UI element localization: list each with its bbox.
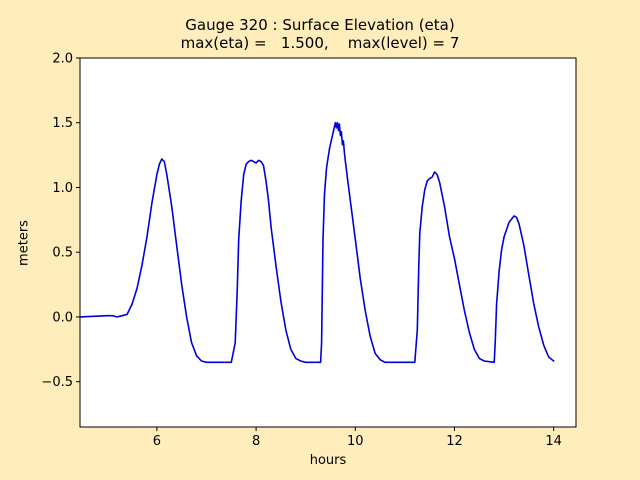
y-tick-label: 1.5 (52, 116, 73, 131)
y-tick-label: 0.5 (52, 246, 73, 261)
x-tick-label: 6 (153, 434, 161, 449)
plot-area (80, 58, 576, 427)
x-tick-label: 8 (252, 434, 260, 449)
line-layer (79, 121, 555, 364)
y-tick-label: 1.0 (52, 181, 73, 196)
x-tick-label: 10 (347, 434, 364, 449)
y-tick-label: −0.5 (41, 375, 73, 390)
ticks-layer: 6 8 10 12 14 −0.5 0.0 0.5 1.0 1.5 2.0 (41, 52, 562, 450)
plot-frame (79, 57, 577, 428)
y-tick-label: 0.0 (52, 310, 73, 325)
x-tick-label: 12 (446, 434, 463, 449)
x-axis-label: hours (309, 453, 347, 468)
y-tick-label: 2.0 (52, 52, 73, 67)
series-line (79, 121, 555, 364)
y-axis-label: meters (16, 220, 32, 266)
x-tick-label: 14 (545, 434, 562, 449)
chart-title: Gauge 320 : Surface Elevation (eta) (185, 16, 455, 34)
chart-subtitle: max(eta) = 1.500, max(level) = 7 (180, 34, 460, 52)
